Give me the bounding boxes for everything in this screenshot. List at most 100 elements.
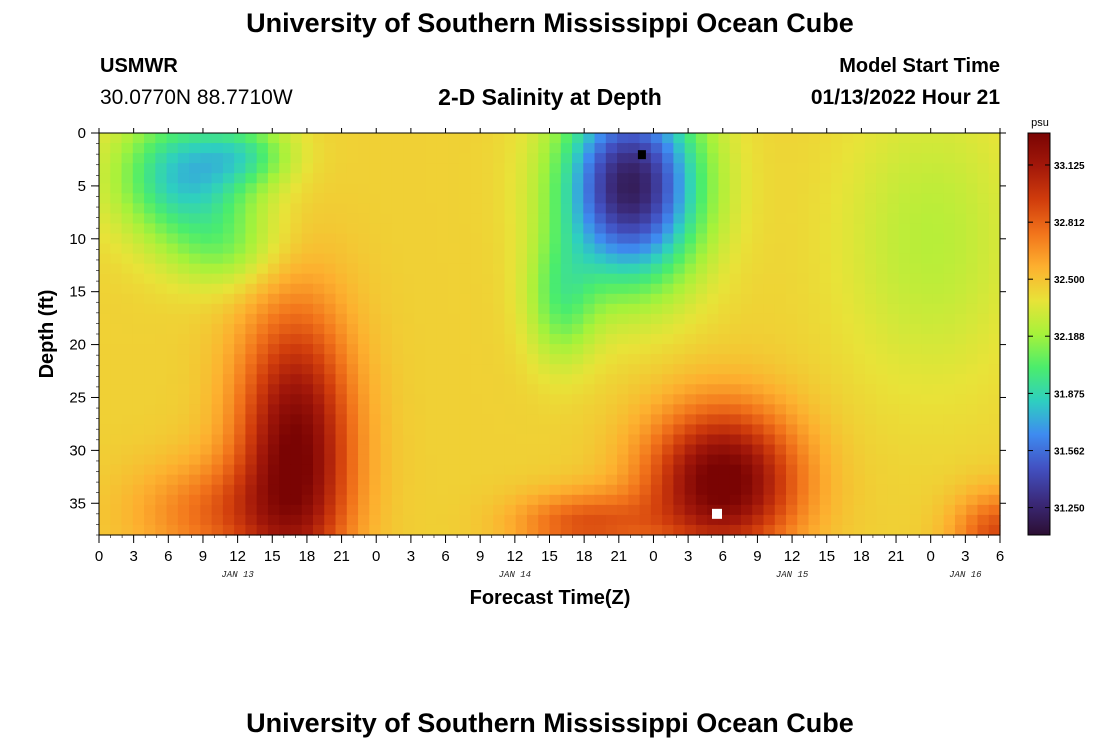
heatmap-cell	[335, 454, 348, 466]
heatmap-cell	[763, 434, 776, 446]
heatmap-cell	[898, 233, 911, 245]
heatmap-cell	[144, 494, 156, 506]
heatmap-cell	[583, 263, 596, 275]
heatmap-cell	[99, 524, 111, 536]
heatmap-cell	[898, 484, 911, 496]
heatmap-cell	[572, 243, 584, 255]
heatmap-cell	[290, 444, 303, 456]
heatmap-cell	[380, 474, 393, 486]
heatmap-cell	[504, 273, 517, 285]
heatmap-cell	[144, 153, 156, 164]
heatmap-cell	[425, 524, 438, 536]
heatmap-cell	[831, 303, 843, 315]
heatmap-cell	[774, 394, 787, 405]
heatmap-cell	[662, 163, 674, 174]
heatmap-cell	[222, 293, 235, 305]
heatmap-cell	[121, 133, 134, 144]
heatmap-cell	[887, 263, 900, 275]
heatmap-cell	[876, 293, 888, 305]
heatmap-cell	[572, 444, 584, 456]
heatmap-cell	[909, 334, 922, 345]
heatmap-cell	[369, 223, 382, 235]
heatmap-cell	[493, 524, 506, 536]
heatmap-cell	[358, 354, 370, 365]
heatmap-cell	[628, 163, 641, 174]
heatmap-cell	[526, 283, 539, 295]
heatmap-cell	[493, 434, 506, 446]
heatmap-cell	[504, 484, 517, 496]
heatmap-cell	[797, 524, 810, 536]
heatmap-cell	[594, 173, 607, 184]
heatmap-cell	[391, 344, 404, 355]
heatmap-cell	[515, 434, 528, 446]
heatmap-cell	[538, 424, 551, 436]
heatmap-cell	[324, 414, 337, 426]
heatmap-cell	[234, 484, 247, 496]
heatmap-cell	[538, 153, 551, 164]
heatmap-cell	[177, 163, 190, 174]
heatmap-cell	[808, 384, 821, 395]
heatmap-cell	[628, 424, 641, 436]
heatmap-cell	[808, 143, 821, 154]
y-tick-label: 35	[69, 495, 86, 512]
heatmap-cell	[403, 414, 415, 426]
heatmap-cell	[245, 253, 258, 265]
colorbar-label: 31.562	[1054, 447, 1085, 458]
heatmap-cell	[752, 434, 765, 446]
heatmap-cell	[380, 444, 393, 456]
heatmap-cell	[898, 263, 911, 275]
heatmap-cell	[842, 344, 855, 355]
heatmap-cell	[808, 344, 821, 355]
heatmap-cell	[538, 474, 551, 486]
heatmap-cell	[887, 323, 900, 335]
heatmap-cell	[200, 243, 213, 255]
heatmap-cell	[99, 213, 111, 225]
heatmap-cell	[594, 303, 607, 315]
heatmap-cell	[943, 253, 956, 265]
heatmap-cell	[526, 293, 539, 305]
heatmap-cell	[988, 474, 1001, 486]
heatmap-cell	[234, 273, 247, 285]
heatmap-cell	[943, 434, 956, 446]
heatmap-cell	[256, 464, 269, 476]
heatmap-cell	[121, 524, 134, 536]
heatmap-cell	[695, 283, 708, 295]
heatmap-cell	[177, 514, 190, 526]
heatmap-cell	[639, 293, 652, 305]
heatmap-cell	[99, 504, 111, 516]
heatmap-cell	[966, 153, 979, 164]
heatmap-cell	[346, 173, 359, 184]
heatmap-cell	[842, 323, 855, 335]
heatmap-cell	[177, 374, 190, 385]
heatmap-cell	[921, 133, 934, 144]
heatmap-cell	[335, 153, 348, 164]
heatmap-cell	[954, 163, 967, 174]
heatmap-cell	[459, 394, 472, 405]
heatmap-cell	[876, 243, 888, 255]
heatmap-cell	[954, 344, 967, 355]
heatmap-cell	[515, 193, 528, 204]
heatmap-cell	[200, 514, 213, 526]
heatmap-cell	[876, 524, 888, 536]
heatmap-cell	[819, 434, 832, 446]
heatmap-cell	[290, 143, 303, 154]
heatmap-cell	[177, 344, 190, 355]
heatmap-cell	[797, 514, 810, 526]
heatmap-cell	[763, 424, 776, 436]
heatmap-cell	[988, 143, 1001, 154]
heatmap-cell	[864, 323, 877, 335]
heatmap-cell	[189, 293, 201, 305]
heatmap-cell	[301, 143, 314, 154]
heatmap-cell	[279, 424, 292, 436]
heatmap-cell	[842, 303, 855, 315]
heatmap-cell	[245, 424, 258, 436]
heatmap-cell	[583, 524, 596, 536]
heatmap-cell	[740, 273, 753, 285]
heatmap-cell	[572, 293, 584, 305]
heatmap-cell	[189, 263, 201, 275]
heatmap-cell	[279, 374, 292, 385]
heatmap-cell	[267, 384, 280, 395]
heatmap-cell	[481, 334, 494, 345]
heatmap-cell	[481, 344, 494, 355]
x-tick-label: 18	[853, 548, 870, 565]
